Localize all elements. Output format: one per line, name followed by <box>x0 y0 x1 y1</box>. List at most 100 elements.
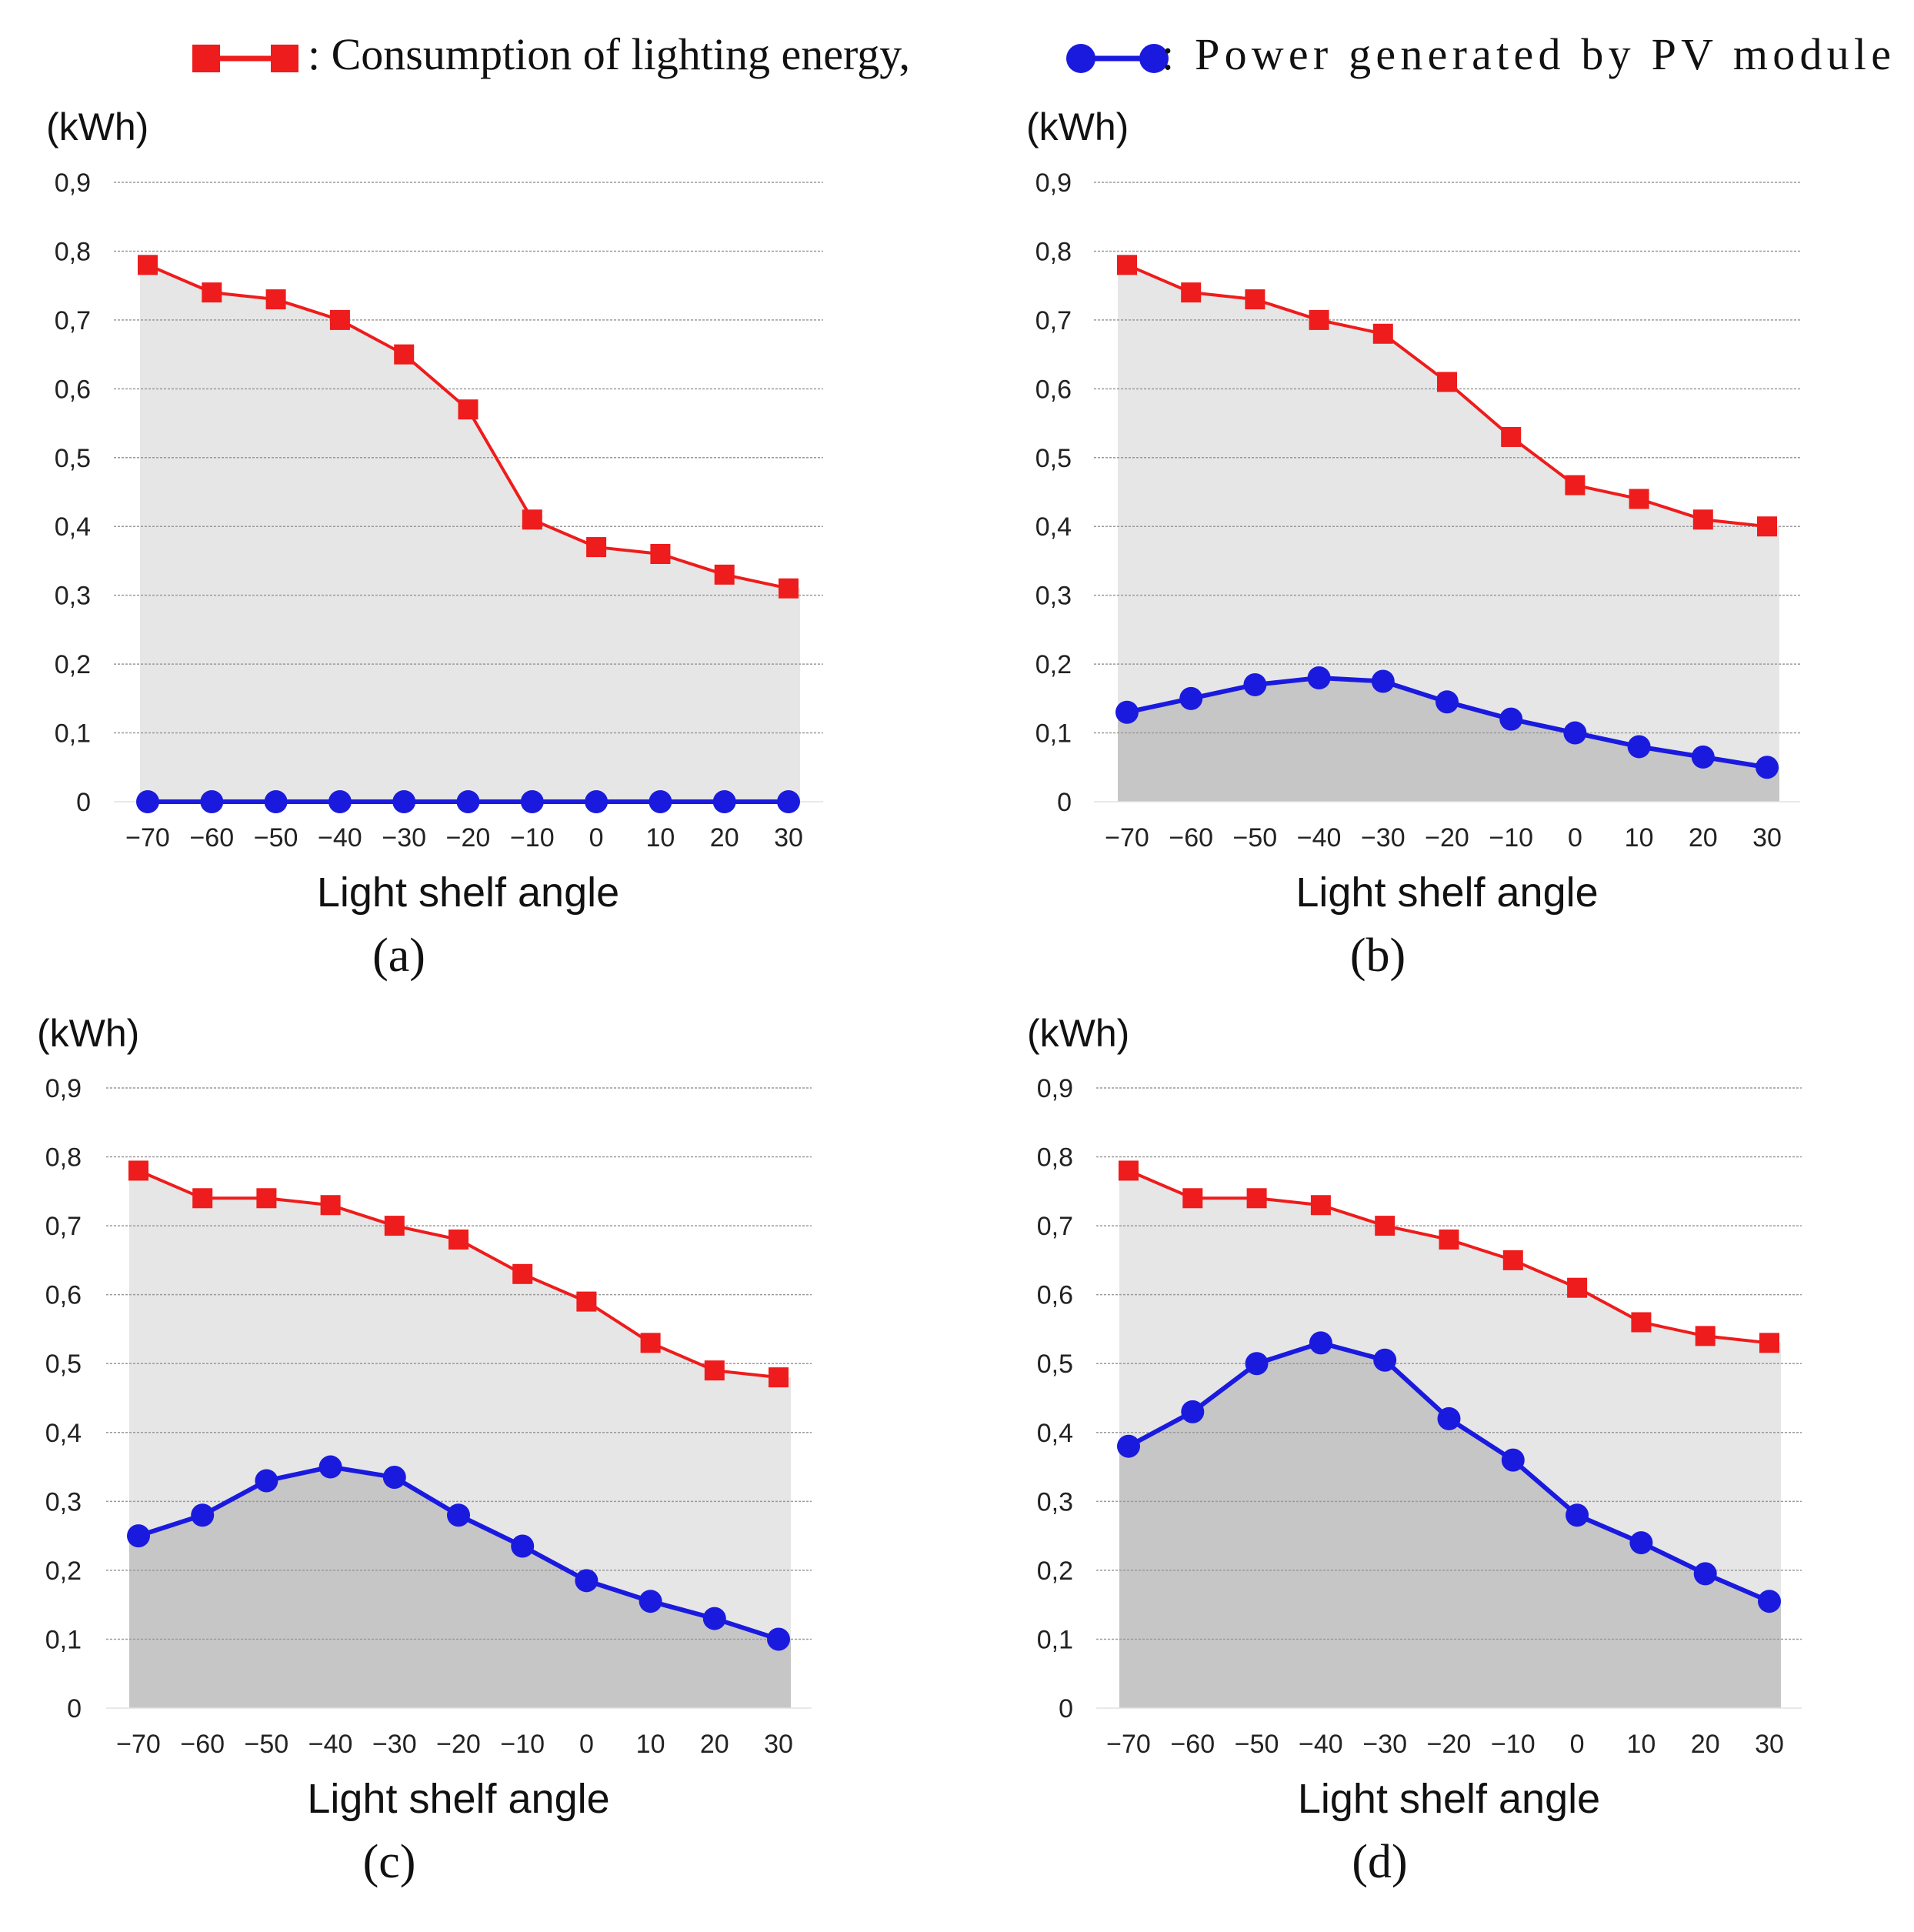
y-tick-label: 0,3 <box>55 582 91 611</box>
pv-point <box>191 1503 215 1527</box>
y-tick-label: 0 <box>76 788 91 817</box>
y-tick-label: 0,7 <box>55 306 91 335</box>
consumption-point <box>1759 1333 1779 1353</box>
y-tick-label: 0,2 <box>45 1557 82 1586</box>
x-tick-label: 30 <box>774 823 803 853</box>
y-tick-label: 0,1 <box>55 719 91 749</box>
x-tick-label: 30 <box>1752 823 1782 853</box>
y-tick-label: 0,8 <box>45 1143 82 1173</box>
consumption-point <box>704 1360 725 1381</box>
pv-point <box>1115 700 1139 724</box>
y-tick-label: 0,8 <box>1037 1143 1073 1173</box>
y-axis-label: (kWh) <box>46 105 148 148</box>
pv-point <box>447 1503 470 1527</box>
consumption-point <box>1695 1326 1716 1346</box>
y-tick-label: 0,1 <box>45 1625 82 1654</box>
y-tick-label: 0,4 <box>1035 512 1072 542</box>
x-tick-label: −70 <box>1106 1730 1151 1759</box>
pv-point <box>328 790 352 813</box>
pv-point <box>1629 1531 1653 1555</box>
y-tick-label: 0,5 <box>45 1350 82 1379</box>
y-tick-label: 0,4 <box>1037 1419 1073 1448</box>
x-tick-label: 0 <box>1570 1730 1585 1759</box>
consumption-point <box>1757 516 1777 537</box>
y-tick-label: 0,4 <box>45 1419 82 1448</box>
chart-panel-a: 00,10,20,30,40,50,60,70,80,9(kWh)−70 −60−… <box>46 105 823 982</box>
y-tick-label: 0,5 <box>1037 1350 1073 1379</box>
consumption-point <box>586 537 607 558</box>
y-tick-label: 0,3 <box>45 1487 82 1517</box>
x-tick-label: −50 <box>254 823 298 853</box>
x-tick-label: −40 <box>1299 1730 1343 1759</box>
legend-pv-icon <box>1066 44 1169 73</box>
consumption-point <box>1629 489 1649 509</box>
y-axis-label: (kWh) <box>1027 1012 1129 1055</box>
pv-point <box>1117 1434 1140 1458</box>
consumption-point <box>1372 323 1393 344</box>
chart-panel-d: 00,10,20,30,40,50,60,70,80,9(kWh)−70 −60−… <box>1027 1012 1802 1888</box>
y-tick-label: 0,9 <box>45 1074 82 1103</box>
x-tick-label: 30 <box>1755 1730 1784 1759</box>
pv-point <box>392 790 416 813</box>
pv-point <box>1563 721 1587 745</box>
consumption-point <box>1245 289 1265 310</box>
x-axis-title: Light shelf angle <box>1295 869 1598 916</box>
y-tick-label: 0,9 <box>1037 1074 1073 1103</box>
pv-point <box>1437 1406 1461 1430</box>
legend-consumption-label: : Consumption of lighting energy, <box>308 29 910 79</box>
panel-label: (a) <box>372 929 425 982</box>
chart-panel-c: 00,10,20,30,40,50,60,70,80,9(kWh)−70 −60−… <box>37 1012 812 1888</box>
x-tick-label: −10 <box>500 1730 545 1759</box>
pv-point <box>767 1627 790 1651</box>
consumption-point <box>576 1291 597 1312</box>
x-tick-label: −10 <box>1491 1730 1536 1759</box>
pv-point <box>649 790 672 813</box>
pv-point <box>1501 1448 1525 1472</box>
consumption-point <box>1119 1160 1139 1181</box>
pv-point <box>1627 735 1651 759</box>
consumption-point <box>779 578 799 599</box>
y-tick-label: 0,9 <box>55 169 91 198</box>
x-tick-label: 20 <box>1691 1730 1720 1759</box>
consumption-point <box>512 1263 533 1284</box>
pv-point <box>1307 666 1331 689</box>
consumption-point <box>202 282 222 303</box>
pv-point <box>200 790 224 813</box>
consumption-point <box>265 289 286 310</box>
x-tick-label: −60 <box>180 1730 225 1759</box>
x-tick-label: −10 <box>510 823 555 853</box>
y-tick-label: 0,7 <box>1035 306 1072 335</box>
x-tick-label: −20 <box>1427 1730 1472 1759</box>
x-tick-label: −40 <box>318 823 362 853</box>
consumption-point <box>1567 1277 1588 1298</box>
x-tick-label: −60 <box>1170 1730 1215 1759</box>
pv-point <box>1436 690 1459 714</box>
y-tick-label: 0,6 <box>55 375 91 404</box>
x-tick-label: −30 <box>372 1730 417 1759</box>
x-tick-label: 0 <box>589 823 604 853</box>
x-tick-label: −50 <box>1235 1730 1279 1759</box>
y-tick-label: 0,6 <box>1037 1281 1073 1310</box>
y-tick-label: 0 <box>67 1694 82 1723</box>
pv-point <box>702 1607 726 1630</box>
consumption-point <box>1182 1188 1203 1209</box>
x-tick-label: 10 <box>1625 823 1654 853</box>
y-tick-label: 0,6 <box>1035 375 1072 404</box>
x-tick-label: −60 <box>1169 823 1213 853</box>
consumption-area <box>1118 265 1779 802</box>
panel-label: (b) <box>1350 929 1405 982</box>
y-tick-label: 0,5 <box>55 444 91 473</box>
y-tick-label: 0,2 <box>55 650 91 679</box>
consumption-point <box>1692 509 1713 530</box>
pv-point <box>575 1569 599 1593</box>
consumption-point <box>769 1367 789 1388</box>
pv-point <box>255 1469 278 1493</box>
y-tick-label: 0,3 <box>1035 582 1072 611</box>
consumption-point <box>640 1333 661 1353</box>
panel-label: (c) <box>363 1836 416 1888</box>
pv-point <box>1758 1590 1781 1613</box>
pv-area <box>1119 1343 1781 1708</box>
x-tick-label: −40 <box>308 1730 353 1759</box>
y-tick-label: 0,7 <box>1037 1212 1073 1241</box>
y-tick-label: 0,4 <box>55 512 91 542</box>
